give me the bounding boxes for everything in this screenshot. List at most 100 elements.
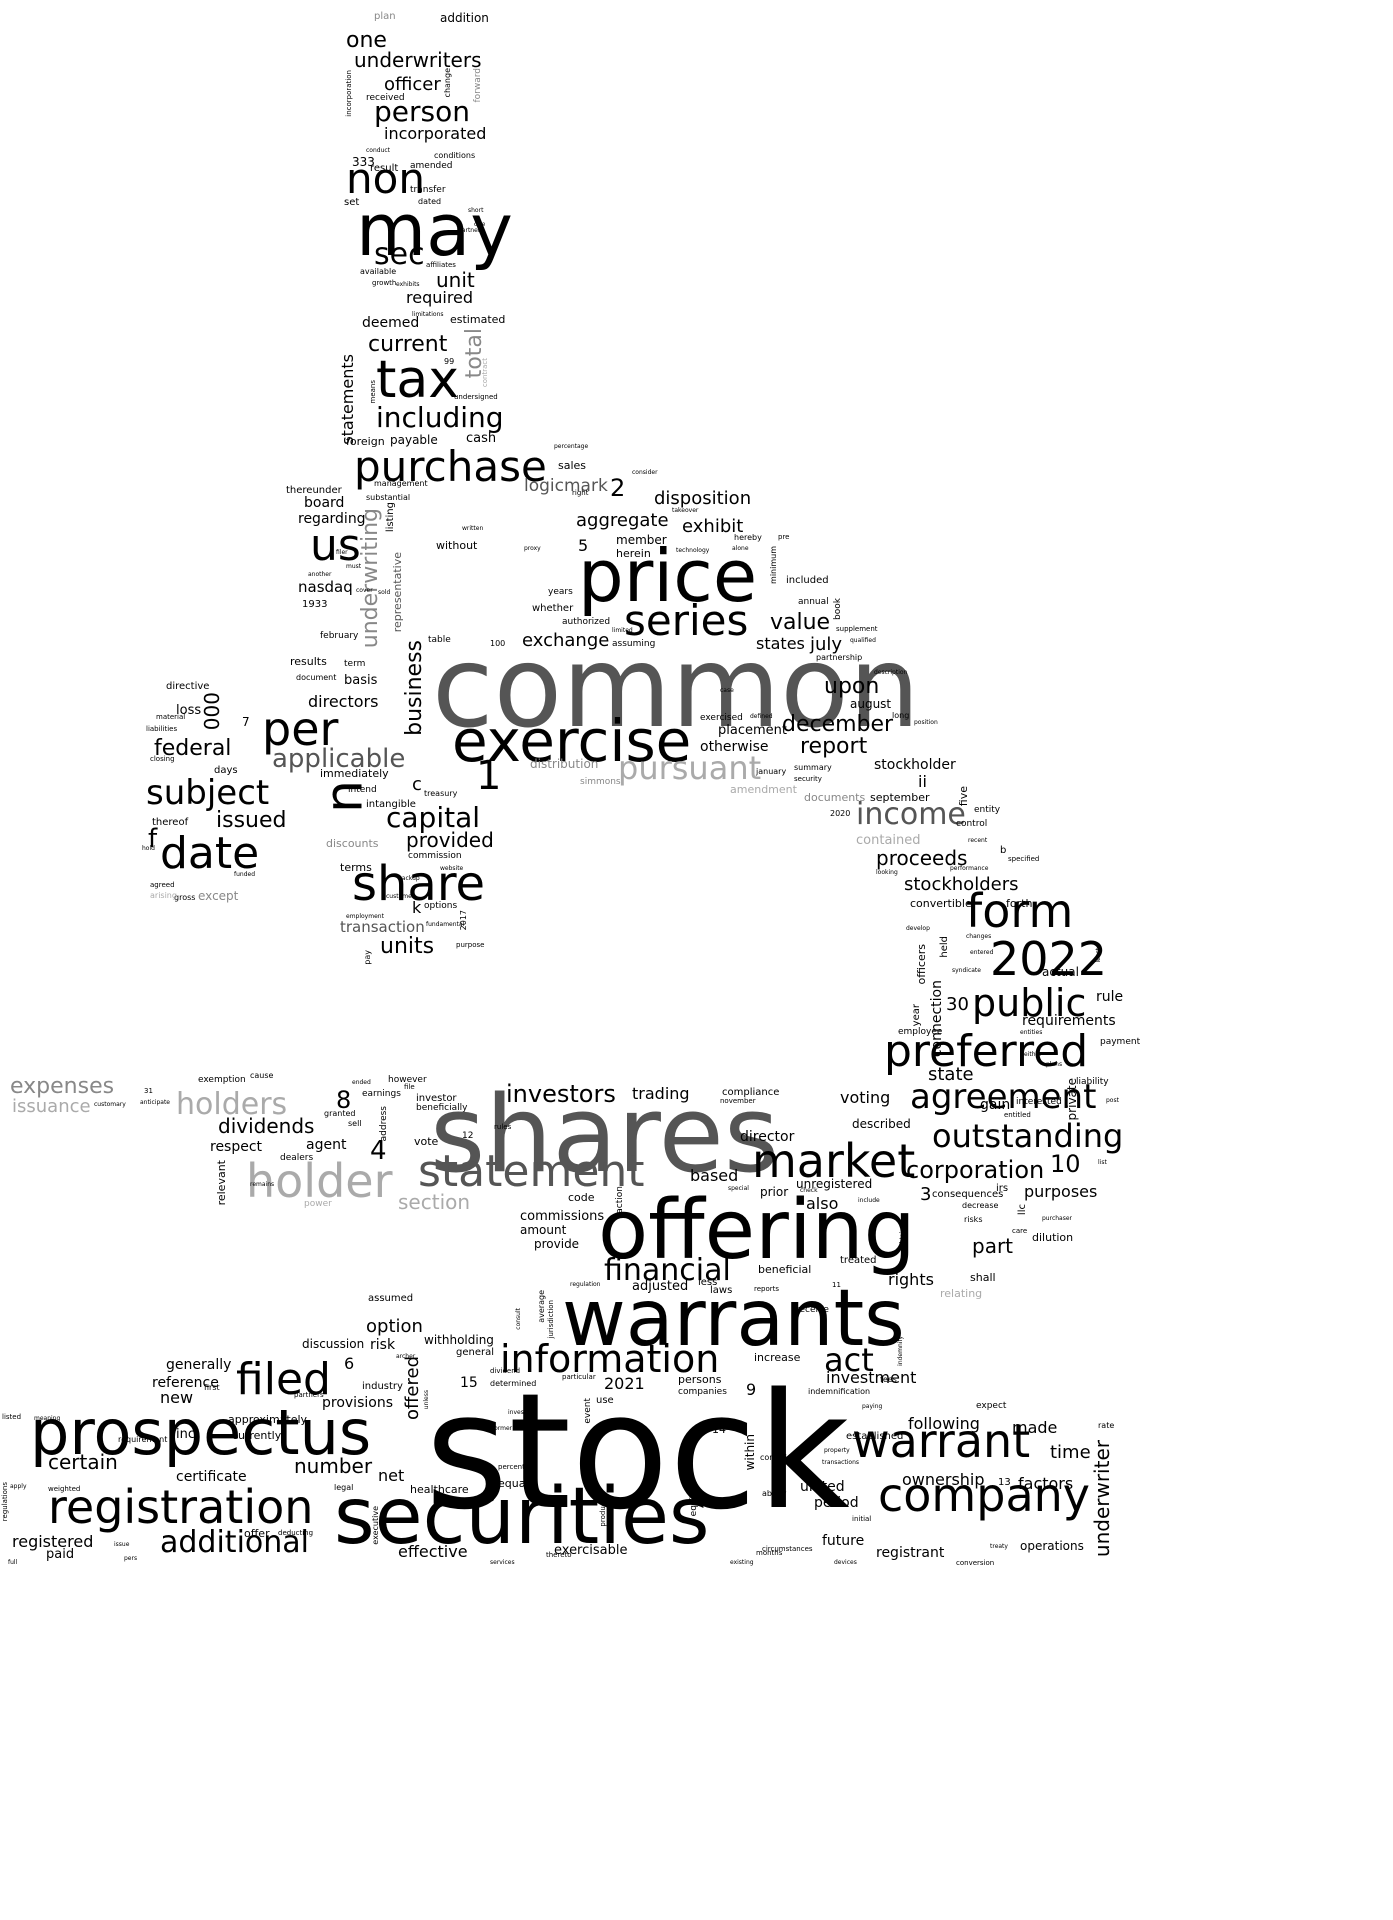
- word-fundamental: fundamental: [426, 921, 465, 928]
- word-stockholders: stockholders: [904, 874, 1019, 895]
- word-conversion: conversion: [956, 1559, 995, 1567]
- word-obtain: obtain: [899, 1228, 906, 1247]
- word-listed: listed: [2, 1413, 22, 1421]
- word-executive: executive: [371, 1506, 380, 1545]
- word-results: results: [290, 655, 327, 668]
- word-approximately: approximately: [228, 1413, 308, 1426]
- word-hold: hold: [142, 845, 155, 852]
- word-qualified: qualified: [850, 637, 876, 644]
- word-established: established: [846, 1431, 904, 1442]
- word-customary: customary: [94, 1101, 126, 1108]
- word-rule: rule: [1096, 989, 1124, 1005]
- word-annual: annual: [798, 597, 829, 607]
- word-immediately: immediately: [320, 767, 389, 780]
- word-adjusted: adjusted: [632, 1279, 689, 1294]
- word-increase: increase: [754, 1351, 801, 1364]
- word-meaning: meaning: [34, 1415, 61, 1422]
- word-basis: basis: [344, 673, 378, 688]
- word-partnership: partnership: [816, 653, 863, 662]
- word-market: market: [752, 1134, 916, 1188]
- word-proxy: proxy: [524, 545, 541, 552]
- word-3: 3: [920, 1184, 932, 1205]
- word-date: date: [160, 828, 260, 879]
- word-looking: looking: [876, 869, 898, 876]
- word-nasdaq: nasdaq: [298, 578, 353, 596]
- word-cash: cash: [466, 431, 497, 446]
- word-treated: treated: [840, 1255, 877, 1266]
- word-regarding: regarding: [298, 511, 366, 527]
- word-healthcare: healthcare: [410, 1483, 469, 1496]
- word-dividends: dividends: [218, 1114, 315, 1138]
- word-loss: loss: [176, 703, 202, 718]
- word-thereto: thereto: [546, 1551, 572, 1559]
- word-relevant: relevant: [215, 1160, 228, 1206]
- word-exercise: exercise: [452, 707, 692, 775]
- word-99: 99: [444, 357, 455, 366]
- word-exchange: exchange: [522, 630, 610, 651]
- word-following: following: [908, 1414, 980, 1433]
- word-growth: growth: [372, 279, 397, 287]
- word-also: also: [806, 1194, 839, 1213]
- word-purchaser: purchaser: [1042, 1215, 1073, 1222]
- word-entitled: entitled: [1004, 1111, 1031, 1119]
- word-partners: partners: [294, 1391, 324, 1399]
- word-commission: commission: [408, 851, 462, 861]
- word-7: 7: [242, 715, 250, 729]
- word-certificate: certificate: [176, 1469, 247, 1485]
- word-underwriting: underwriting: [358, 508, 383, 649]
- word-companies: companies: [678, 1387, 727, 1397]
- word-11: 11: [832, 1281, 841, 1289]
- word-period: period: [814, 1495, 859, 1511]
- word-federal: federal: [154, 736, 232, 761]
- word-including: including: [376, 401, 504, 434]
- word-non: non: [346, 154, 425, 203]
- word-intangible: intangible: [366, 799, 416, 810]
- word-days: days: [214, 765, 238, 776]
- word-k: k: [412, 898, 422, 917]
- word-incorporated: incorporated: [384, 124, 487, 143]
- word-description: description: [874, 669, 908, 676]
- word-devices: devices: [834, 1559, 857, 1566]
- word-condition: condition: [760, 1453, 797, 1462]
- word-apply: apply: [10, 1483, 27, 1490]
- word-sec: sec: [374, 237, 425, 272]
- word-purchase: purchase: [354, 442, 547, 491]
- word-15: 15: [460, 1375, 478, 1391]
- word-paying: paying: [862, 1403, 883, 1410]
- word-rules: rules: [494, 1123, 512, 1131]
- word-invest: invest: [508, 1409, 527, 1416]
- word-existing: existing: [730, 1559, 754, 1566]
- word-statement: statement: [418, 1146, 645, 1197]
- word-year: year: [911, 1004, 922, 1027]
- word-thereunder: thereunder: [286, 485, 342, 496]
- word-received: received: [366, 93, 405, 103]
- word-agreement: agreement: [910, 1077, 1097, 1117]
- word-provided: provided: [406, 828, 494, 852]
- word-actual: actual: [1042, 965, 1079, 979]
- word-amount: amount: [520, 1223, 567, 1237]
- word-registration: registration: [48, 1480, 314, 1534]
- word-member: member: [616, 533, 667, 547]
- word-remains: remains: [250, 1181, 275, 1188]
- word-consult: consult: [515, 1308, 522, 1330]
- word-entity: entity: [974, 805, 1001, 815]
- word-operations: operations: [1020, 1539, 1084, 1553]
- word-exhibits: exhibits: [396, 281, 420, 288]
- word-employee: employee: [898, 1027, 943, 1037]
- word-5: 5: [578, 536, 589, 555]
- word-position: position: [914, 719, 938, 726]
- word-ii: ii: [918, 772, 927, 791]
- word-decrease: decrease: [962, 1201, 999, 1210]
- word-gain: gain: [980, 1097, 1011, 1113]
- word-public: public: [972, 981, 1087, 1025]
- word-sold: sold: [378, 589, 391, 596]
- word-13: 13: [998, 1477, 1011, 1488]
- word-employment: employment: [346, 913, 384, 920]
- word-30: 30: [946, 994, 969, 1015]
- word-industry: industry: [362, 1381, 403, 1392]
- word-consequences: consequences: [932, 1189, 1004, 1200]
- word-thereof: thereof: [152, 817, 189, 828]
- word-determined: determined: [490, 1379, 537, 1388]
- word-shares: shares: [430, 1073, 780, 1196]
- word-special: special: [728, 1185, 749, 1192]
